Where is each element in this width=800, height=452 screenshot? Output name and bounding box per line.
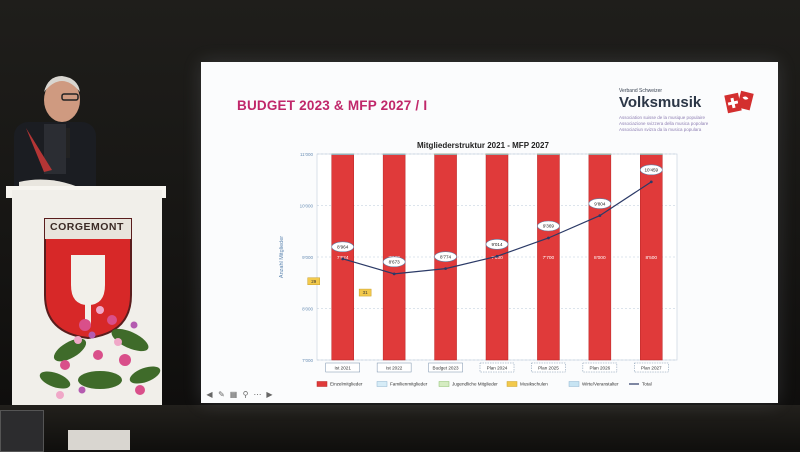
membership-stacked-bar-chart: 7'000 8'000 9'000 10'000 11'000 Anzahl Mitgli…: [279, 152, 678, 387]
bar-data-label: 8'000: [594, 255, 606, 261]
legend-label: Familienmitglieder: [390, 382, 428, 387]
bar-segment: [588, 153, 612, 155]
total-point: [495, 254, 499, 258]
legend-label: Jugendliche Mitglieder: [452, 382, 498, 387]
stage-floor: [0, 405, 800, 450]
x-tick-label: Plan 2027: [641, 365, 662, 370]
x-tick-label: Ist 2021: [335, 365, 352, 370]
bar-segment: [358, 288, 372, 297]
x-tick-box: [479, 362, 515, 373]
corgemont-crest-icon: [44, 218, 132, 340]
y-tick-label: 9'000: [302, 255, 313, 260]
y-tick-label: 7'000: [302, 358, 313, 363]
total-point: [341, 257, 345, 261]
total-data-label: 9'804: [594, 201, 606, 206]
legend-swatch: [376, 381, 388, 387]
stage-equipment-box: [0, 410, 44, 452]
bar-segment: [382, 153, 406, 155]
total-point: [392, 272, 396, 276]
bar-data-label: 7'700: [543, 255, 555, 261]
legend-label: Total: [642, 382, 652, 387]
total-label-bubble: [588, 198, 612, 209]
total-label-bubble: [485, 238, 509, 250]
x-tick-box: [428, 362, 463, 373]
volksmusik-logo: Verband Schweizer Volksmusik Association…: [619, 86, 769, 138]
bar-data-label: 7'500: [491, 255, 503, 261]
logo-sub-line: Associaziun svizra da la musica populara: [619, 127, 702, 132]
bar-segment: [485, 153, 509, 155]
total-point: [649, 180, 653, 184]
legend-label: Musikschulen: [520, 382, 548, 387]
x-tick-box: [376, 362, 412, 373]
total-data-label: 9'014: [491, 242, 503, 247]
legend-swatch: [438, 381, 450, 387]
logo-main-text: Volksmusik: [619, 94, 702, 111]
total-point: [598, 214, 602, 217]
bar-data-label: 29: [311, 279, 317, 284]
flower-pot: [68, 430, 130, 450]
total-label-bubble: [382, 256, 406, 268]
slides-grid-icon[interactable]: ▦: [229, 389, 238, 399]
total-point: [444, 267, 447, 271]
zoom-icon[interactable]: ⚲: [242, 389, 249, 399]
legend-label: Einzelmitglieder: [330, 382, 363, 387]
total-data-label: 8'964: [337, 245, 349, 250]
bar-segment: [307, 277, 320, 285]
x-tick-label: Plan 2024: [487, 365, 508, 370]
bar-data-label: 31: [363, 290, 369, 295]
x-tick-label: Budget 2023: [433, 365, 460, 370]
swiss-cross-logo-icon: [724, 90, 754, 114]
legend-label: Wirte/Veranstalter: [582, 382, 619, 387]
y-tick-label: 10'000: [300, 204, 314, 209]
x-tick-label: Ist 2022: [386, 365, 403, 370]
logo-sub-line: Associazione svizzera della musica popol…: [619, 121, 709, 126]
pen-icon[interactable]: ✎: [218, 389, 225, 399]
slide-title: BUDGET 2023 & MFP 2027 / I: [237, 98, 428, 113]
x-tick-box: [325, 362, 360, 373]
total-data-label: 10'459: [644, 168, 658, 173]
total-label-bubble: [639, 164, 663, 176]
bar-segment: [640, 153, 663, 155]
bar-segment: [434, 153, 457, 155]
total-data-label: 8'774: [440, 254, 452, 259]
y-tick-label: 8'000: [302, 307, 313, 312]
chart-title: Mitgliederstruktur 2021 - MFP 2027: [417, 141, 549, 150]
previous-slide-icon[interactable]: ◀: [206, 389, 213, 399]
bar-data-label: 8'500: [645, 255, 657, 261]
x-tick-label: Plan 2025: [538, 365, 559, 370]
y-tick-label: 11'000: [300, 152, 314, 157]
total-data-label: 9'369: [543, 224, 555, 229]
total-data-label: 8'673: [389, 260, 401, 265]
flower-bouquet: [39, 306, 161, 399]
next-slide-icon[interactable]: ▶: [266, 389, 273, 399]
presentation-toolbar: ◀ ✎ ▦ ⚲ ⋯ ▶: [205, 389, 274, 399]
bar-segment: [537, 153, 560, 155]
more-options-icon[interactable]: ⋯: [253, 389, 262, 399]
crest-sign-text: CORGEMONT: [50, 221, 124, 233]
logo-top-text: Verband Schweizer: [619, 88, 663, 94]
x-tick-label: Plan 2026: [590, 365, 611, 370]
x-tick-box: [634, 362, 669, 373]
legend-swatch: [568, 381, 580, 387]
bar-segment: [331, 153, 354, 155]
projected-slide: BUDGET 2023 & MFP 2027 / I Verband Schwe…: [201, 62, 778, 403]
logo-sub-line: Association suisse de la musique populai…: [619, 115, 706, 120]
total-label-bubble: [537, 220, 560, 232]
x-tick-box: [582, 362, 618, 373]
total-point: [547, 236, 550, 240]
legend-swatch: [506, 381, 518, 387]
total-label-bubble: [434, 251, 457, 262]
x-tick-box: [531, 362, 566, 373]
total-label-bubble: [331, 241, 355, 253]
legend-swatch: [316, 381, 328, 387]
y-axis-label: Anzahl Mitglieder: [279, 236, 285, 278]
